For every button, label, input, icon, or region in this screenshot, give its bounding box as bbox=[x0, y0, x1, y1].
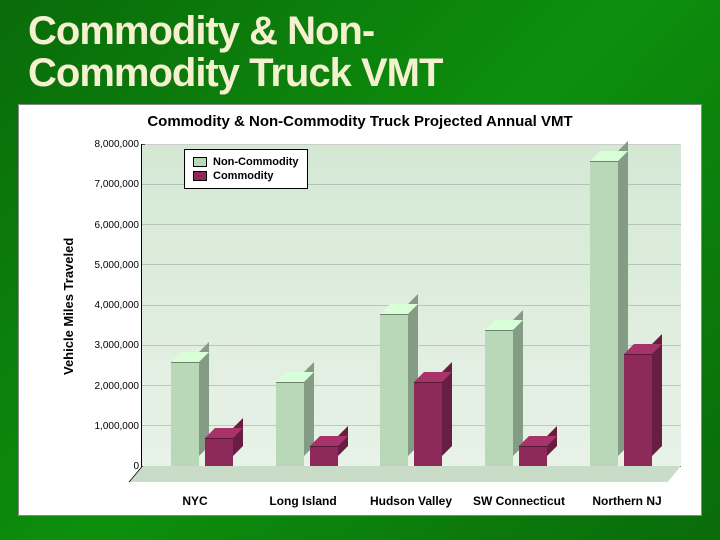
bar-front bbox=[624, 354, 652, 466]
legend-row: Non-Commodity bbox=[193, 156, 299, 168]
x-tick-label: Northern NJ bbox=[579, 495, 675, 509]
chart-panel: Commodity & Non-Commodity Truck Projecte… bbox=[18, 104, 702, 516]
x-axis-labels: NYC Long Island Hudson Valley SW Connecticu… bbox=[141, 495, 681, 509]
bar-front bbox=[414, 382, 442, 466]
bar bbox=[624, 354, 652, 466]
x-tick-label: SW Connecticut bbox=[471, 495, 567, 509]
bar bbox=[205, 438, 233, 466]
bar-front bbox=[485, 330, 513, 466]
bar bbox=[276, 382, 304, 466]
slide-title-line1: Commodity & Non- bbox=[28, 9, 374, 53]
y-axis-label: Vehicle Miles Traveled bbox=[59, 145, 79, 467]
chart-title: Commodity & Non-Commodity Truck Projecte… bbox=[19, 105, 701, 134]
x-tick-label: Long Island bbox=[255, 495, 351, 509]
bar-front bbox=[310, 446, 338, 466]
slide-title-line2: Commodity Truck VMT bbox=[28, 51, 442, 95]
bar bbox=[310, 446, 338, 466]
legend-swatch bbox=[193, 171, 207, 181]
bar bbox=[414, 382, 442, 466]
bar-group bbox=[276, 145, 338, 466]
legend-label: Non-Commodity bbox=[213, 156, 299, 168]
bar bbox=[485, 330, 513, 466]
legend-swatch bbox=[193, 157, 207, 167]
legend-label: Commodity bbox=[213, 170, 274, 182]
bar-front bbox=[171, 362, 199, 466]
plot-wrap: Vehicle Miles Traveled 8,000,0007,000,00… bbox=[59, 145, 681, 467]
bar-front bbox=[205, 438, 233, 466]
plot-floor bbox=[129, 466, 681, 482]
bar-group bbox=[485, 145, 547, 466]
legend: Non-Commodity Commodity bbox=[184, 149, 308, 189]
slide-title: Commodity & Non- Commodity Truck VMT bbox=[0, 0, 720, 104]
bar-group bbox=[171, 145, 233, 466]
bar bbox=[519, 446, 547, 466]
bar-group bbox=[380, 145, 442, 466]
y-axis: 8,000,0007,000,0006,000,0005,000,0004,00… bbox=[79, 145, 141, 467]
bar-side bbox=[513, 310, 523, 456]
bar-front bbox=[519, 446, 547, 466]
bar-group bbox=[590, 145, 652, 466]
bar-front bbox=[380, 314, 408, 466]
bar-front bbox=[276, 382, 304, 466]
x-tick-label: NYC bbox=[147, 495, 243, 509]
legend-row: Commodity bbox=[193, 170, 299, 182]
x-tick-label: Hudson Valley bbox=[363, 495, 459, 509]
bar-groups bbox=[142, 145, 681, 466]
plot-area: Non-Commodity Commodity bbox=[141, 145, 681, 467]
bar-side bbox=[233, 418, 243, 456]
bar-front bbox=[590, 161, 618, 466]
bar bbox=[171, 362, 199, 466]
bar bbox=[380, 314, 408, 466]
bar bbox=[590, 161, 618, 466]
